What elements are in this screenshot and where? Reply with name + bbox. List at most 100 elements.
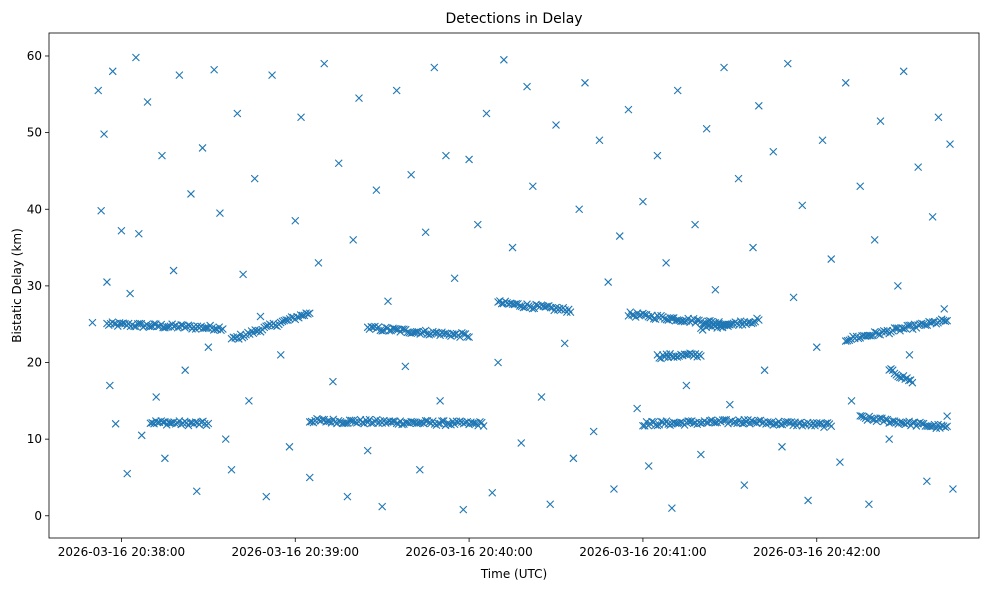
data-point — [250, 174, 259, 183]
marker-stroke — [754, 101, 763, 110]
y-tick-label: 50 — [27, 126, 42, 140]
data-point — [798, 201, 807, 210]
data-point — [355, 94, 363, 103]
x-tick-label: 2026-03-16 20:40:00 — [405, 545, 532, 559]
marker-stroke — [430, 329, 439, 337]
marker-stroke — [216, 209, 224, 217]
data-point — [537, 393, 546, 401]
data-point — [804, 496, 812, 505]
data-point — [430, 329, 439, 337]
data-point — [169, 266, 178, 275]
marker-stroke — [930, 420, 939, 429]
x-tick-label: 2026-03-16 20:39:00 — [232, 545, 359, 559]
data-point — [133, 320, 142, 328]
marker-stroke — [715, 319, 723, 328]
data-point — [262, 492, 271, 501]
marker-stroke — [432, 328, 441, 337]
data-point — [192, 487, 201, 496]
data-point — [450, 274, 459, 283]
marker-stroke — [925, 422, 933, 430]
marker-stroke — [668, 314, 676, 323]
marker-stroke — [215, 323, 224, 332]
y-tick-label: 60 — [27, 49, 42, 63]
marker-stroke — [177, 321, 186, 329]
data-point — [523, 82, 531, 91]
x-tick-label: 2026-03-16 20:41:00 — [579, 545, 706, 559]
data-point — [216, 209, 224, 217]
data-point — [329, 377, 337, 386]
marker-stroke — [575, 205, 584, 214]
marker-stroke — [671, 419, 680, 428]
data-point — [465, 333, 473, 341]
data-point — [668, 314, 676, 323]
marker-stroke — [736, 317, 745, 326]
data-point — [876, 117, 885, 126]
marker-stroke — [684, 417, 693, 425]
marker-stroke — [640, 310, 649, 319]
marker-stroke — [401, 362, 410, 371]
marker-stroke — [669, 314, 678, 322]
data-point — [499, 55, 508, 64]
data-point — [684, 417, 693, 425]
data-point — [740, 481, 749, 490]
marker-stroke — [392, 86, 401, 95]
marker-stroke — [749, 418, 758, 427]
marker-stroke — [430, 63, 439, 72]
data-point — [130, 322, 138, 331]
data-point — [749, 243, 757, 252]
marker-stroke — [720, 415, 729, 424]
data-point — [421, 228, 430, 237]
data-point — [415, 465, 424, 474]
data-point — [870, 328, 879, 336]
marker-stroke — [349, 236, 358, 244]
marker-stroke — [320, 59, 329, 68]
marker-stroke — [700, 319, 709, 328]
data-point — [468, 419, 477, 428]
marker-stroke — [200, 324, 209, 332]
marker-stroke — [798, 201, 807, 210]
marker-stroke — [696, 450, 705, 459]
marker-stroke — [323, 417, 332, 426]
data-point — [389, 417, 397, 426]
data-point — [818, 136, 827, 145]
data-point — [934, 113, 943, 122]
marker-stroke — [906, 376, 915, 384]
marker-stroke — [132, 53, 140, 62]
data-point — [814, 420, 823, 428]
data-point — [725, 400, 734, 409]
marker-stroke — [343, 492, 352, 501]
data-point — [436, 396, 445, 405]
data-point — [137, 431, 146, 440]
data-point — [575, 205, 584, 214]
data-point — [407, 170, 416, 179]
marker-stroke — [250, 174, 259, 183]
data-point — [734, 174, 743, 183]
marker-stroke — [785, 419, 794, 427]
marker-stroke — [421, 416, 430, 425]
y-tick-label: 10 — [27, 432, 42, 446]
data-point — [304, 310, 312, 318]
data-point — [778, 442, 786, 451]
marker-stroke — [186, 418, 195, 427]
marker-stroke — [524, 302, 533, 310]
marker-stroke — [334, 159, 343, 168]
marker-stroke — [655, 353, 664, 362]
marker-stroke — [144, 322, 153, 331]
marker-stroke — [389, 417, 397, 426]
data-point — [204, 419, 213, 428]
marker-stroke — [374, 323, 383, 331]
data-point — [760, 366, 769, 375]
marker-stroke — [858, 412, 866, 420]
data-point — [181, 366, 190, 375]
data-point — [111, 419, 120, 428]
data-point — [941, 317, 950, 326]
marker-stroke — [756, 416, 765, 425]
marker-stroke — [517, 439, 526, 447]
marker-stroke — [564, 305, 573, 314]
marker-stroke — [943, 412, 952, 421]
marker-stroke — [740, 481, 749, 490]
marker-stroke — [355, 94, 363, 103]
marker-stroke — [821, 419, 830, 428]
data-point — [812, 343, 821, 352]
